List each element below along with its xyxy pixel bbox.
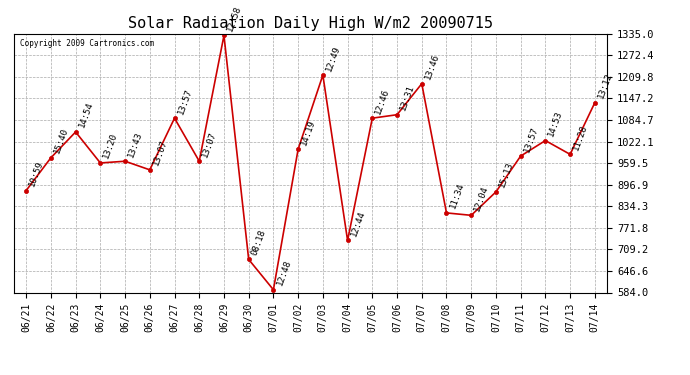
Text: 13:07: 13:07 — [151, 139, 169, 167]
Text: 13:31: 13:31 — [398, 84, 416, 112]
Text: 12:48: 12:48 — [275, 259, 293, 287]
Text: 13:57: 13:57 — [522, 125, 540, 153]
Text: 12:46: 12:46 — [374, 87, 391, 116]
Text: 13:20: 13:20 — [101, 132, 119, 160]
Text: 12:58: 12:58 — [226, 4, 243, 33]
Text: 12:49: 12:49 — [324, 44, 342, 72]
Text: 14:53: 14:53 — [546, 110, 564, 138]
Text: 14:19: 14:19 — [299, 118, 317, 146]
Text: 13:07: 13:07 — [201, 130, 218, 159]
Text: 13:46: 13:46 — [423, 53, 441, 81]
Title: Solar Radiation Daily High W/m2 20090715: Solar Radiation Daily High W/m2 20090715 — [128, 16, 493, 31]
Text: 12:44: 12:44 — [349, 209, 366, 238]
Text: 14:54: 14:54 — [77, 101, 95, 129]
Text: 08:18: 08:18 — [250, 228, 268, 256]
Text: 13:43: 13:43 — [126, 130, 144, 159]
Text: 13:57: 13:57 — [176, 87, 194, 116]
Text: 10:59: 10:59 — [28, 159, 46, 188]
Text: 15:13: 15:13 — [497, 161, 515, 189]
Text: 11:34: 11:34 — [448, 182, 466, 210]
Text: 12:04: 12:04 — [473, 184, 491, 213]
Text: Copyright 2009 Cartronics.com: Copyright 2009 Cartronics.com — [20, 39, 154, 48]
Text: 13:12: 13:12 — [596, 72, 614, 100]
Text: 11:28: 11:28 — [571, 123, 589, 152]
Text: 15:40: 15:40 — [52, 127, 70, 155]
